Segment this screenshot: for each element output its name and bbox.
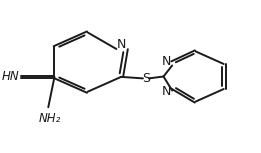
Text: N: N (116, 38, 126, 51)
Text: HN: HN (2, 70, 20, 83)
Text: N: N (162, 85, 171, 98)
Text: S: S (142, 72, 150, 85)
Text: N: N (162, 55, 171, 68)
Text: NH₂: NH₂ (38, 112, 61, 125)
